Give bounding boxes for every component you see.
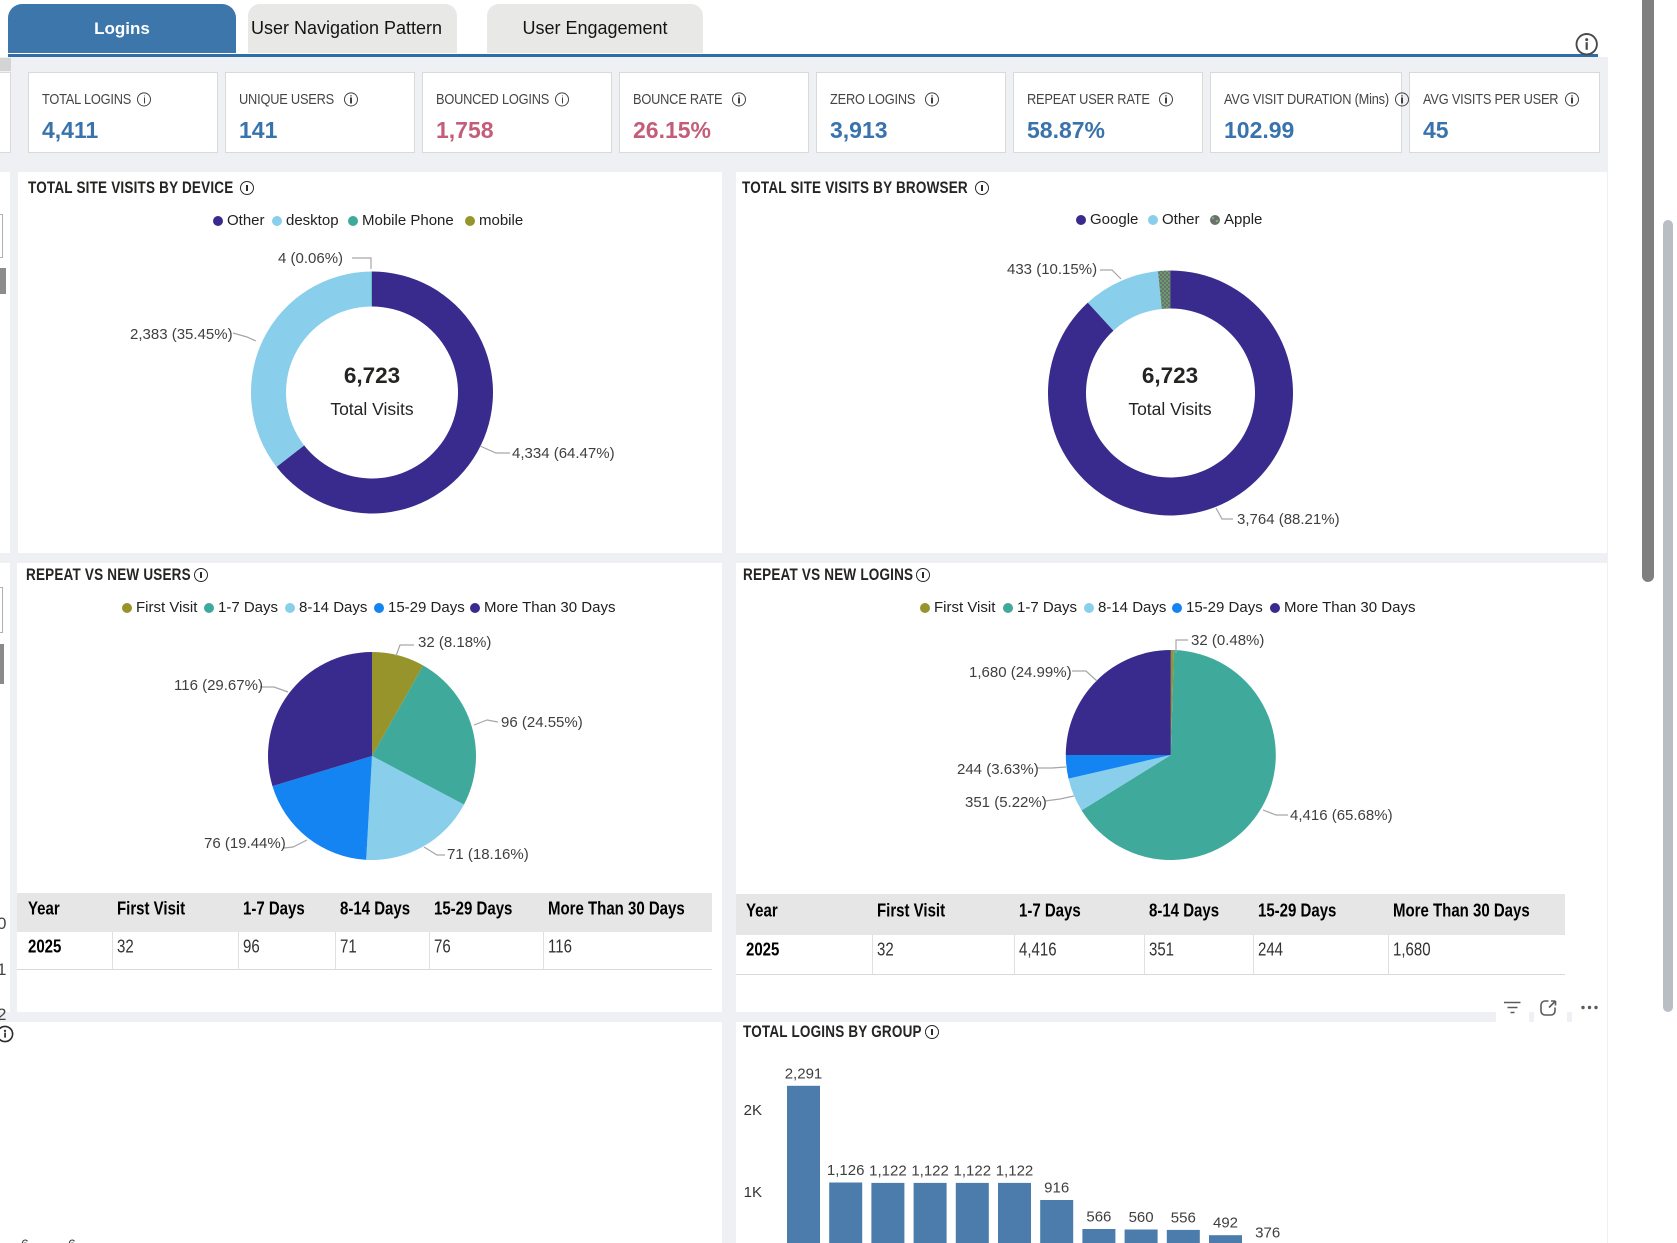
svg-text:2,291: 2,291 [785, 1065, 823, 1082]
svg-text:1,122: 1,122 [911, 1162, 949, 1179]
svg-text:560: 560 [1129, 1209, 1154, 1226]
svg-text:1,122: 1,122 [954, 1162, 992, 1179]
svg-text:556: 556 [1171, 1209, 1196, 1226]
svg-text:1,122: 1,122 [996, 1162, 1034, 1179]
svg-text:1,126: 1,126 [827, 1162, 865, 1179]
svg-text:1,122: 1,122 [869, 1162, 907, 1179]
svg-text:916: 916 [1044, 1180, 1069, 1197]
svg-text:566: 566 [1086, 1209, 1111, 1226]
svg-text:492: 492 [1213, 1215, 1238, 1232]
svg-text:376: 376 [1255, 1224, 1280, 1241]
